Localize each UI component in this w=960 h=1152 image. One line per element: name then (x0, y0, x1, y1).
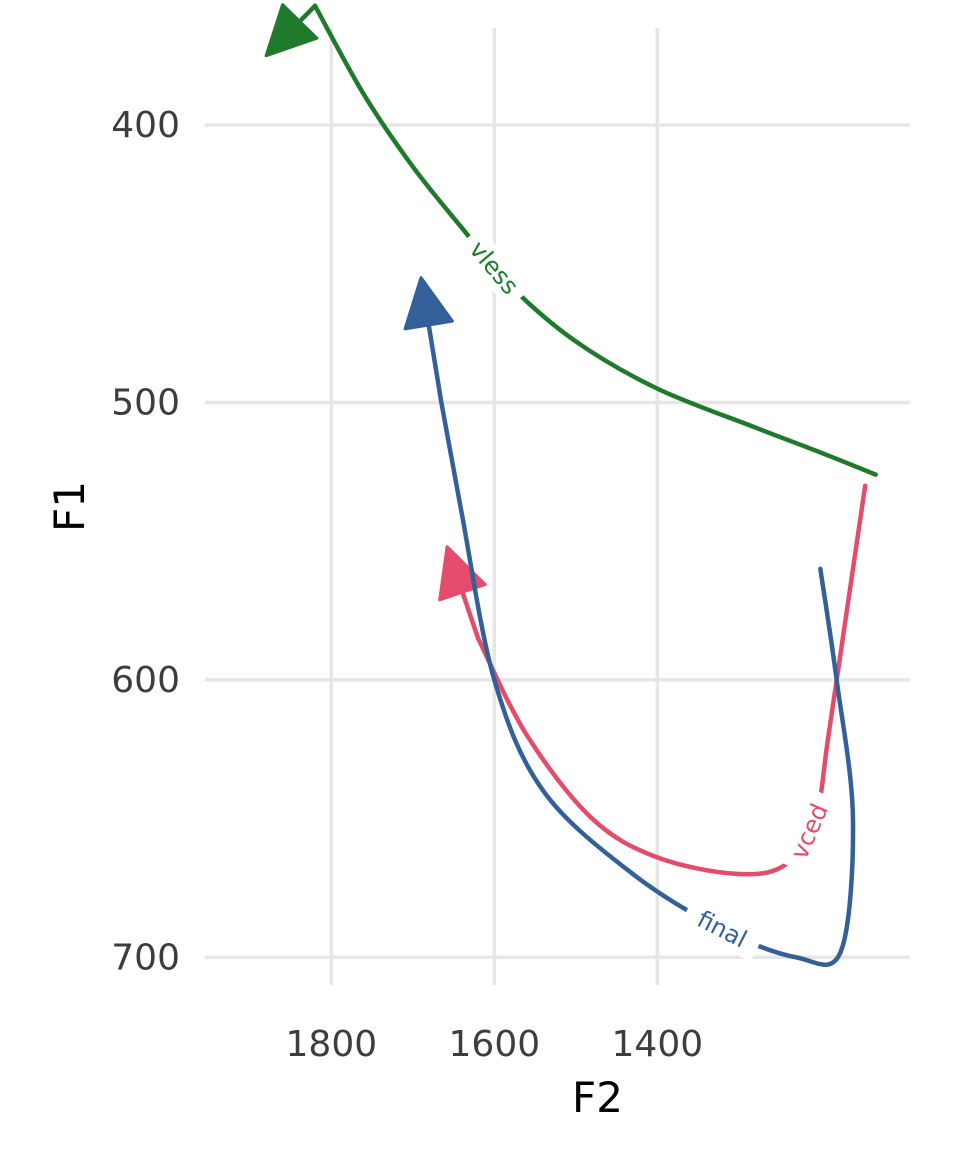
series-label-bg-vced (778, 788, 841, 875)
x-tick-label: 1400 (612, 1024, 704, 1065)
series-line-vless (312, 3, 879, 477)
series-line-tail-final (426, 322, 444, 405)
arrowhead-final (403, 276, 454, 331)
series-line-tail-vced (460, 589, 481, 641)
y-tick-label: 500 (111, 382, 180, 423)
series-line-tail-vless (297, 3, 318, 24)
x-tick-label: 1800 (286, 1024, 378, 1065)
arrowhead-vced (438, 545, 487, 602)
tick-labels: 1800 1600 1400 400 500 600 700 (111, 105, 703, 1065)
x-tick-label: 1600 (449, 1024, 541, 1065)
series-line-vced (475, 483, 868, 877)
y-axis-title: F1 (45, 481, 94, 532)
arrowhead-vless (264, 3, 319, 58)
gridlines (205, 28, 910, 985)
series-label-bg-vless (455, 226, 533, 309)
series-line-final (439, 400, 856, 967)
series-label-bg-final (679, 896, 766, 962)
y-tick-label: 400 (111, 105, 180, 146)
y-tick-label: 700 (111, 937, 180, 978)
x-axis-title: F2 (572, 1073, 623, 1122)
y-tick-label: 600 (111, 660, 180, 701)
